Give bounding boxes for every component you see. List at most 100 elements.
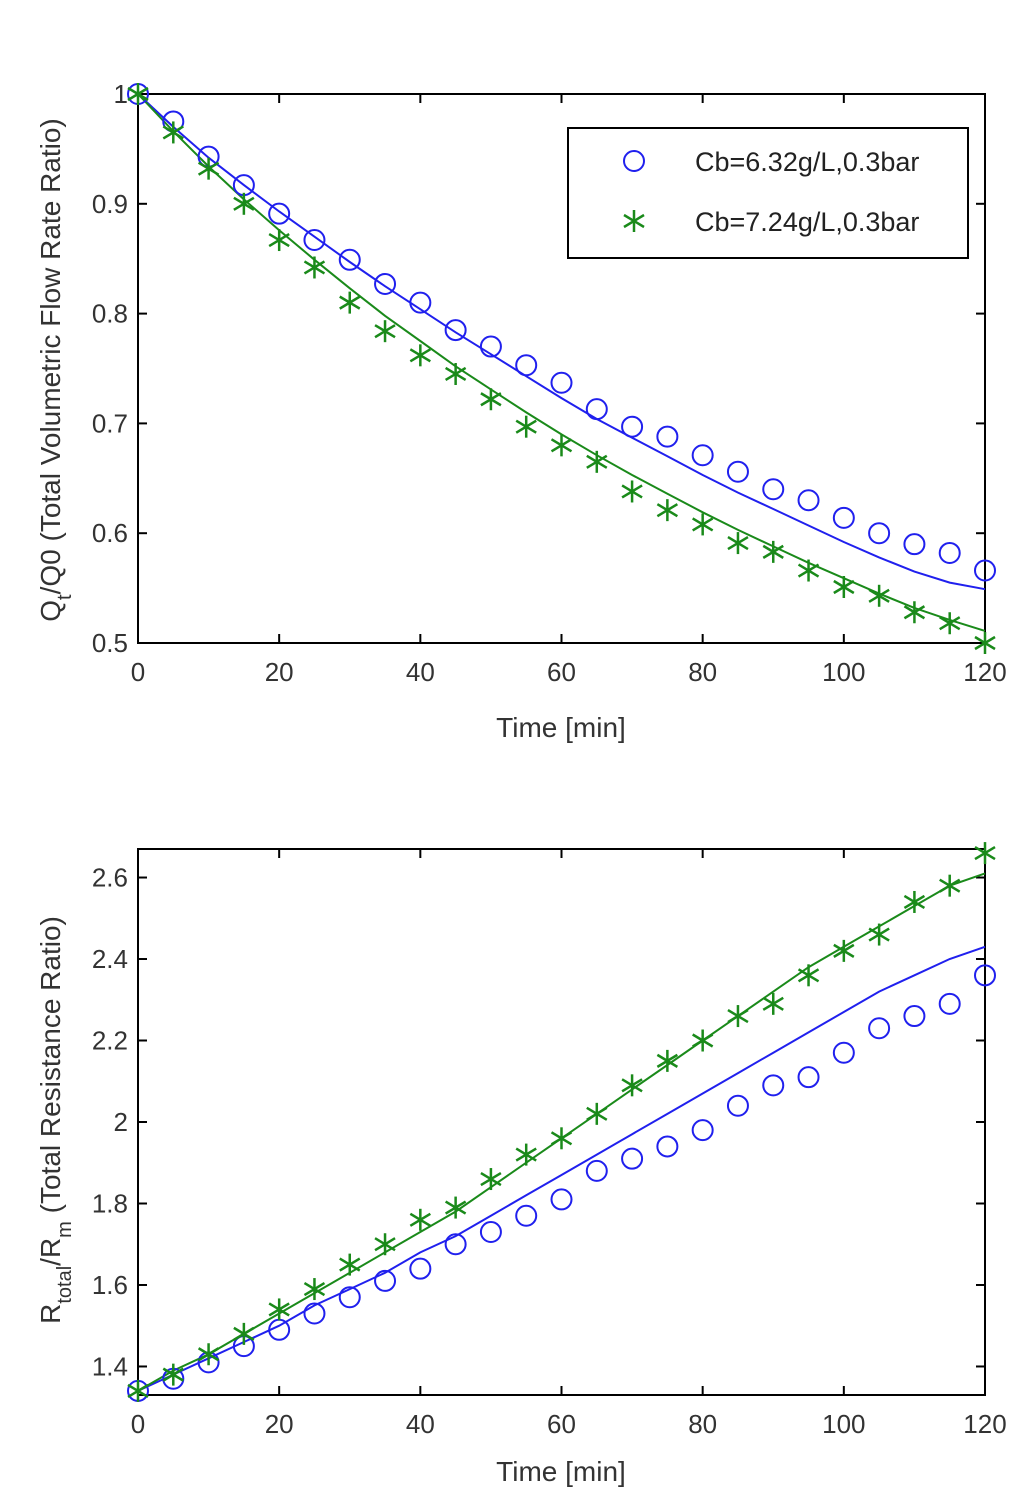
data-point-series-1 (479, 335, 502, 358)
x-tick-label: 0 (131, 1409, 145, 1439)
data-point-series-2 (621, 1074, 643, 1097)
x-axis-label: Time [min] (496, 1456, 626, 1487)
data-point-series-1 (585, 398, 608, 421)
data-point-series-2 (162, 121, 184, 144)
x-tick-label: 100 (822, 657, 865, 687)
data-point-series-1 (832, 1041, 855, 1064)
data-point-series-1 (938, 992, 961, 1015)
data-point-series-2 (833, 939, 855, 962)
data-point-series-1 (974, 559, 996, 582)
x-tick-label: 80 (688, 1409, 717, 1439)
data-point-series-1 (374, 272, 397, 295)
y-tick-label: 0.9 (92, 189, 128, 219)
data-point-series-1 (726, 1094, 749, 1117)
x-tick-label: 60 (547, 1409, 576, 1439)
data-point-series-2 (444, 1196, 467, 1219)
data-point-series-1 (691, 444, 714, 467)
data-point-series-1 (621, 1147, 644, 1170)
y-axis-label: Qt/Q0 (Total Volumetric Flow Rate Ratio) (35, 118, 76, 622)
data-point-series-1 (585, 1159, 608, 1182)
data-point-series-1 (268, 202, 291, 225)
x-tick-label: 100 (822, 1409, 865, 1439)
data-point-series-2 (586, 450, 608, 473)
data-point-series-1 (938, 541, 961, 564)
data-point-series-2 (939, 612, 961, 635)
data-point-series-1 (797, 489, 820, 512)
data-point-series-1 (479, 1221, 502, 1244)
resistance-chart: 0 20 40 60 80 100 120 1.4 1.6 1.8 2 2.2 2.4 2.6 Time … (35, 842, 1007, 1487)
data-point-series-1 (338, 248, 361, 271)
data-point-series-2 (797, 559, 820, 582)
data-point-series-2 (656, 499, 679, 522)
y-tick-label: 1 (114, 79, 128, 109)
data-point-series-2 (868, 584, 890, 607)
data-point-series-1 (515, 1204, 538, 1227)
model-curve-series-1 (137, 93, 986, 591)
y-tick-label: 0.6 (92, 518, 128, 548)
data-point-series-2 (727, 532, 749, 555)
x-tick-label: 120 (963, 1409, 1006, 1439)
x-tick-label: 120 (963, 657, 1006, 687)
y-tick-label: 2.4 (92, 944, 128, 974)
data-point-series-2 (409, 344, 431, 367)
data-point-series-1 (621, 415, 644, 438)
data-point-series-2 (939, 874, 961, 897)
data-point-series-2 (833, 576, 855, 599)
y-tick-label: 0.5 (92, 628, 128, 658)
data-point-series-1 (374, 1269, 397, 1292)
data-point-series-1 (868, 522, 891, 545)
data-point-series-2 (903, 890, 926, 913)
data-point-series-2 (974, 632, 996, 654)
y-tick-label: 2.6 (92, 863, 128, 893)
legend: Cb=6.32g/L,0.3bar Cb=7.24g/L,0.3bar (567, 127, 969, 259)
y-tick-label: 1.4 (92, 1351, 128, 1381)
flow-rate-chart: 0 20 40 60 80 100 120 0.5 0.6 0.7 0.8 0.9 1 Time [mi… (35, 79, 1007, 743)
x-axis-label: Time [min] (496, 712, 626, 743)
data-point-series-1 (903, 1005, 926, 1028)
y-tick-label: 0.8 (92, 299, 128, 329)
data-point-series-2 (515, 1143, 537, 1166)
data-point-series-2 (480, 1168, 502, 1191)
data-point-series-2 (903, 601, 926, 624)
data-point-series-2 (762, 540, 784, 563)
data-point-series-2 (303, 1278, 326, 1301)
data-point-series-2 (656, 1049, 679, 1072)
data-point-series-1 (691, 1119, 714, 1142)
plot-area-frame (137, 848, 986, 1396)
data-point-series-2 (762, 992, 784, 1015)
data-point-series-2 (621, 480, 643, 503)
data-point-series-1 (409, 1257, 432, 1280)
y-tick-label: 1.6 (92, 1270, 128, 1300)
data-point-series-2 (692, 513, 714, 536)
data-point-series-1 (444, 319, 467, 342)
model-curve-series-1 (137, 945, 986, 1392)
data-point-series-1 (974, 964, 996, 987)
data-point-series-1 (444, 1233, 467, 1256)
data-point-series-1 (762, 1074, 785, 1097)
data-point-series-1 (550, 1188, 573, 1211)
y-axis-label: Rtotal/Rm (Total Resistance Ratio) (35, 916, 76, 1324)
data-point-series-2 (409, 1208, 431, 1231)
legend-marker-star (623, 210, 645, 232)
y-tick-label: 0.7 (92, 408, 128, 438)
data-point-series-1 (656, 1135, 679, 1158)
x-tick-label: 80 (688, 657, 717, 687)
data-point-series-1 (903, 533, 926, 556)
data-point-series-1 (515, 354, 538, 377)
x-tick-label: 60 (547, 657, 576, 687)
y-tick-label: 2.2 (92, 1026, 128, 1056)
data-point-series-2 (974, 842, 996, 865)
data-point-series-2 (868, 923, 890, 946)
data-point-series-2 (727, 1005, 749, 1028)
data-point-series-1 (550, 371, 573, 394)
data-point-series-2 (197, 157, 220, 180)
data-point-series-2 (339, 291, 361, 314)
x-tick-label: 20 (265, 657, 294, 687)
data-point-series-2 (797, 964, 820, 987)
data-point-series-1 (338, 1286, 361, 1309)
data-point-series-1 (303, 229, 326, 252)
x-tick-label: 40 (406, 1409, 435, 1439)
data-point-series-2 (233, 192, 255, 215)
data-point-series-2 (339, 1253, 361, 1276)
